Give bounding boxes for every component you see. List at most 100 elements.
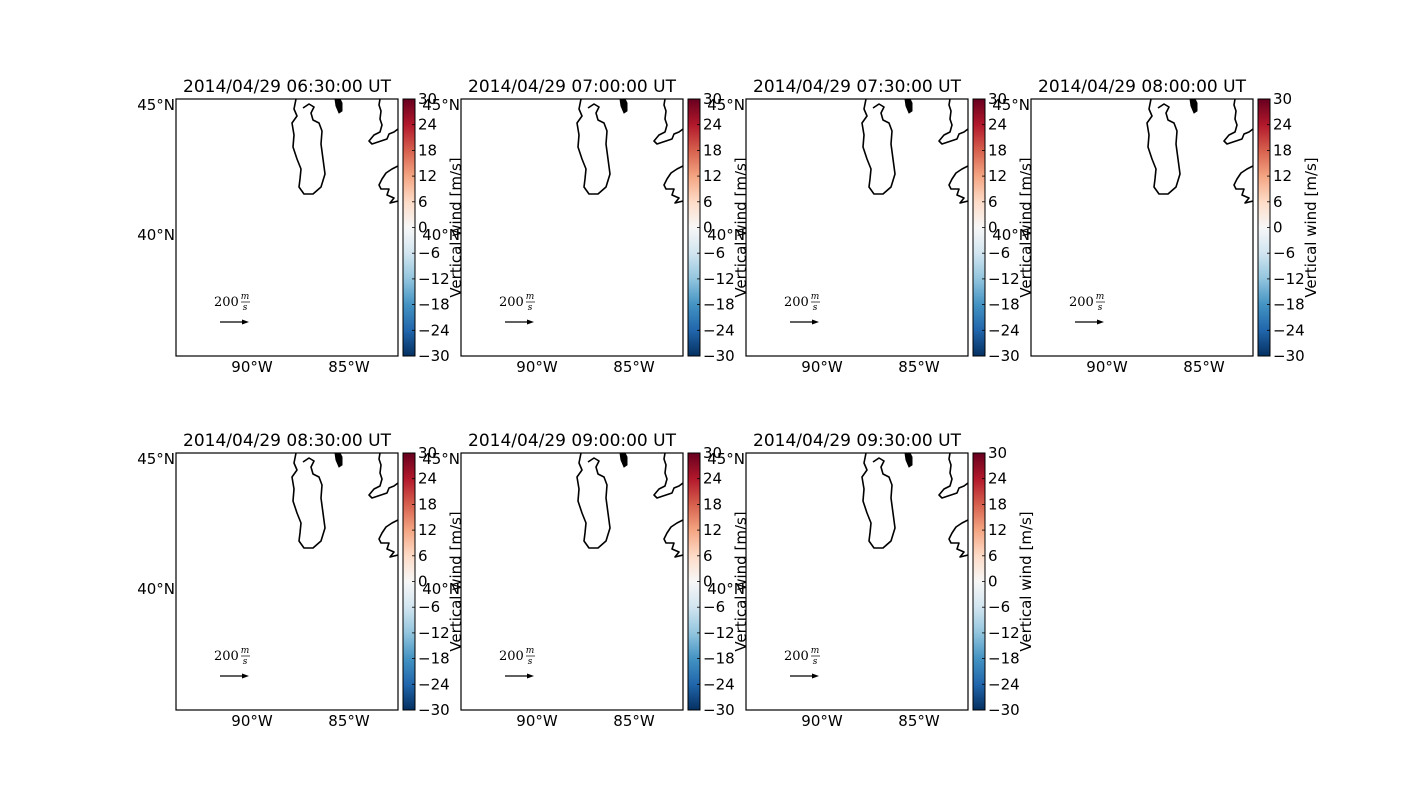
lake-michigan-coastline bbox=[861, 99, 896, 195]
reference-arrow-head bbox=[527, 319, 534, 325]
lon-label: 90°W bbox=[1086, 358, 1128, 376]
colorbar-tick-label: 30 bbox=[988, 90, 1007, 108]
island-coastline bbox=[904, 99, 913, 114]
reference-arrow-value: 200 bbox=[214, 295, 239, 310]
colorbar-tick-label: −24 bbox=[988, 675, 1020, 693]
panel-title: 2014/04/29 08:30:00 UT bbox=[183, 431, 392, 451]
reference-arrow-value: 200 bbox=[1069, 295, 1094, 310]
island-coastline bbox=[334, 453, 343, 468]
colorbar-tick-label: 24 bbox=[988, 470, 1007, 488]
colorbar-tick-label: −18 bbox=[703, 650, 735, 668]
colorbar-tick-label: −6 bbox=[418, 598, 440, 616]
reference-arrow-unit-num: m bbox=[526, 646, 535, 656]
huron-coastline bbox=[938, 99, 968, 145]
lon-label: 90°W bbox=[516, 712, 558, 730]
colorbar-tick-label: −30 bbox=[418, 701, 450, 719]
colorbar-tick-label: −18 bbox=[703, 296, 735, 314]
reference-arrow-unit-num: m bbox=[241, 292, 250, 302]
panel-title: 2014/04/29 06:30:00 UT bbox=[183, 77, 392, 97]
colorbar-tick-label: 6 bbox=[988, 193, 998, 211]
map-frame bbox=[175, 98, 399, 357]
colorbar-tick-label: −30 bbox=[1273, 347, 1305, 365]
colorbar-tick-label: −6 bbox=[418, 244, 440, 262]
lon-label: 90°W bbox=[231, 358, 273, 376]
reference-arrow-unit-num: m bbox=[811, 646, 820, 656]
colorbar-tick-label: −24 bbox=[703, 675, 735, 693]
colorbar-tick-label: −12 bbox=[418, 270, 450, 288]
colorbar-tick-label: −24 bbox=[988, 321, 1020, 339]
map-panel: 200 ms 2014/04/29 07:30:00 UT 45°N 40°N 90°W 8… bbox=[707, 77, 1035, 376]
colorbar-tick-label: −24 bbox=[703, 321, 735, 339]
reference-arrow-unit-num: m bbox=[1096, 292, 1105, 302]
reference-arrow-unit-den: s bbox=[243, 303, 248, 313]
lat-label: 40°N bbox=[707, 226, 745, 244]
colorbar-tick-label: 12 bbox=[418, 521, 437, 539]
reference-arrow-unit-num: m bbox=[241, 646, 250, 656]
map-panel: 200 ms 2014/04/29 07:00:00 UT 45°N 40°N 90°W 8… bbox=[422, 77, 750, 376]
lon-label: 85°W bbox=[1183, 358, 1225, 376]
reference-arrow-unit-den: s bbox=[813, 657, 818, 667]
lake-michigan-coastline bbox=[291, 453, 326, 549]
colorbar-tick-label: −30 bbox=[703, 347, 735, 365]
colorbar-tick-label: 18 bbox=[988, 495, 1007, 513]
huron-coastline bbox=[368, 453, 398, 499]
lon-label: 90°W bbox=[801, 358, 843, 376]
map-panel: 200 ms 2014/04/29 08:30:00 UT 45°N 40°N 90°W 8… bbox=[137, 431, 465, 730]
colorbar-tick-label: 12 bbox=[703, 521, 722, 539]
lon-label: 85°W bbox=[328, 712, 370, 730]
colorbar-label: Vertical wind [m/s] bbox=[1017, 511, 1035, 651]
colorbar-tick-label: 24 bbox=[703, 470, 722, 488]
reference-arrow-head bbox=[527, 673, 534, 679]
colorbar-tick-label: −18 bbox=[1273, 296, 1305, 314]
reference-arrow-head bbox=[812, 673, 819, 679]
lon-label: 90°W bbox=[801, 712, 843, 730]
lat-label: 40°N bbox=[422, 226, 460, 244]
lake-michigan-coastline bbox=[861, 453, 896, 549]
lon-label: 85°W bbox=[613, 712, 655, 730]
lon-label: 85°W bbox=[898, 712, 940, 730]
lat-label: 40°N bbox=[137, 226, 175, 244]
island-coastline bbox=[619, 99, 628, 114]
lat-label: 45°N bbox=[422, 450, 460, 468]
lon-label: 85°W bbox=[328, 358, 370, 376]
coastlines bbox=[861, 453, 968, 558]
colorbar-tick-label: 0 bbox=[703, 219, 713, 237]
map-frame bbox=[175, 452, 399, 711]
lat-label: 40°N bbox=[992, 226, 1030, 244]
map-panel: 200 ms 2014/04/29 06:30:00 UT 45°N 40°N 90°W 8… bbox=[137, 77, 465, 376]
lake-michigan-coastline bbox=[1146, 99, 1181, 195]
thumb-coastline bbox=[1233, 165, 1253, 204]
colorbar-tick-label: −6 bbox=[703, 598, 725, 616]
lat-label: 45°N bbox=[992, 96, 1030, 114]
lat-label: 40°N bbox=[707, 580, 745, 598]
huron-coastline bbox=[1223, 99, 1253, 145]
colorbar-tick-label: 30 bbox=[988, 444, 1007, 462]
colorbar-tick-label: −12 bbox=[988, 270, 1020, 288]
lon-label: 85°W bbox=[613, 358, 655, 376]
colorbar-tick-label: 24 bbox=[1273, 116, 1292, 134]
lon-label: 90°W bbox=[516, 358, 558, 376]
colorbar-tick-label: −30 bbox=[418, 347, 450, 365]
reference-arrow-unit-den: s bbox=[1098, 303, 1103, 313]
reference-arrow-unit-num: m bbox=[526, 292, 535, 302]
colorbar-tick-label: 6 bbox=[703, 193, 713, 211]
lon-label: 85°W bbox=[898, 358, 940, 376]
colorbar-tick-label: 0 bbox=[418, 219, 428, 237]
reference-arrow-head bbox=[812, 319, 819, 325]
thumb-coastline bbox=[378, 165, 398, 204]
colorbar-tick-label: 0 bbox=[418, 573, 428, 591]
colorbar-tick-label: −30 bbox=[988, 347, 1020, 365]
colorbar-tick-label: 12 bbox=[418, 167, 437, 185]
island-coastline bbox=[904, 453, 913, 468]
colorbar-label: Vertical wind [m/s] bbox=[1302, 157, 1320, 297]
colorbar-tick-label: 24 bbox=[703, 116, 722, 134]
colorbar-tick-label: 30 bbox=[418, 444, 437, 462]
colorbar-tick-label: 30 bbox=[1273, 90, 1292, 108]
colorbar-tick-label: −30 bbox=[703, 701, 735, 719]
colorbar-tick-label: −24 bbox=[418, 675, 450, 693]
island-coastline bbox=[334, 99, 343, 114]
lat-label: 40°N bbox=[422, 580, 460, 598]
colorbar-tick-label: 18 bbox=[988, 141, 1007, 159]
colorbar-tick-label: 6 bbox=[418, 193, 428, 211]
lake-michigan-coastline bbox=[576, 453, 611, 549]
